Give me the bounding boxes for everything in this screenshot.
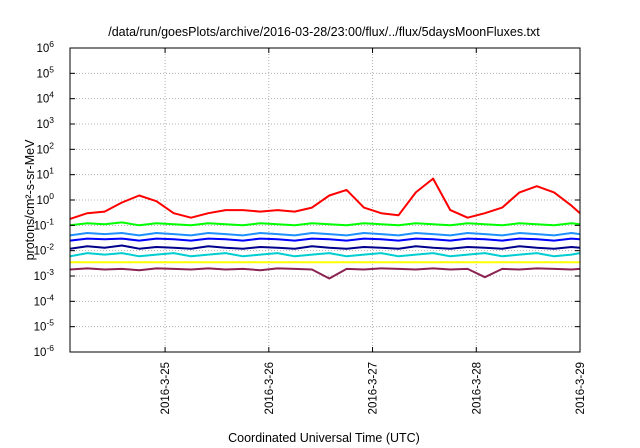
y-axis-label: protons/cm²-s-sr-MeV: [23, 139, 37, 261]
x-axis-ticks: 2016-3-25 2016-3-26 2016-3-27 2016-3-28 2016…: [160, 48, 587, 414]
chart-title: /data/run/goesPlots/archive/2016-03-28/2…: [108, 25, 540, 39]
series-line: [69, 221, 581, 227]
y-tick-exponent: 2: [49, 140, 54, 150]
y-tick-label: 10-3: [34, 267, 55, 283]
y-tick-exponent: -5: [46, 318, 54, 328]
series-line: [69, 267, 581, 280]
y-tick-label: 103: [36, 115, 54, 131]
y-tick-exponent: 1: [49, 166, 54, 176]
x-axis-label: Coordinated Universal Time (UTC): [228, 431, 420, 445]
y-tick-label: 104: [36, 90, 54, 106]
series-line: [69, 237, 581, 242]
series-line: [69, 244, 581, 250]
y-tick-label: 10-4: [34, 292, 55, 308]
y-tick-exponent: -6: [46, 343, 54, 353]
y-tick-exponent: 0: [49, 191, 54, 201]
grid-lines: [70, 48, 580, 352]
y-tick-label: 10-6: [34, 343, 55, 359]
series-line: [69, 252, 581, 258]
y-tick-label: 101: [36, 166, 54, 182]
y-tick-label: 105: [36, 64, 54, 80]
plot-series: [69, 177, 581, 280]
y-tick-exponent: 6: [49, 39, 54, 49]
series-line: [69, 177, 581, 220]
y-tick-exponent: 5: [49, 64, 54, 74]
y-tick-exponent: -2: [46, 242, 54, 252]
y-tick-label: 102: [36, 140, 54, 156]
y-tick-exponent: 4: [49, 90, 54, 100]
y-tick-label: 106: [36, 39, 54, 55]
y-tick-exponent: 3: [49, 115, 54, 125]
y-axis-ticks: 10-610-510-410-310-210-11001011021031041…: [34, 39, 580, 359]
y-tick-exponent: -4: [46, 292, 54, 302]
y-tick-label: 100: [36, 191, 54, 207]
x-tick-label: 2016-3-29: [575, 362, 587, 414]
y-tick-label: 10-5: [34, 318, 55, 334]
y-tick-exponent: -1: [46, 216, 54, 226]
x-tick-label: 2016-3-25: [160, 362, 172, 414]
y-tick-exponent: -3: [46, 267, 54, 277]
series-line: [69, 232, 581, 237]
x-tick-label: 2016-3-28: [471, 362, 483, 414]
x-tick-label: 2016-3-26: [264, 362, 276, 414]
x-tick-label: 2016-3-27: [368, 362, 380, 414]
